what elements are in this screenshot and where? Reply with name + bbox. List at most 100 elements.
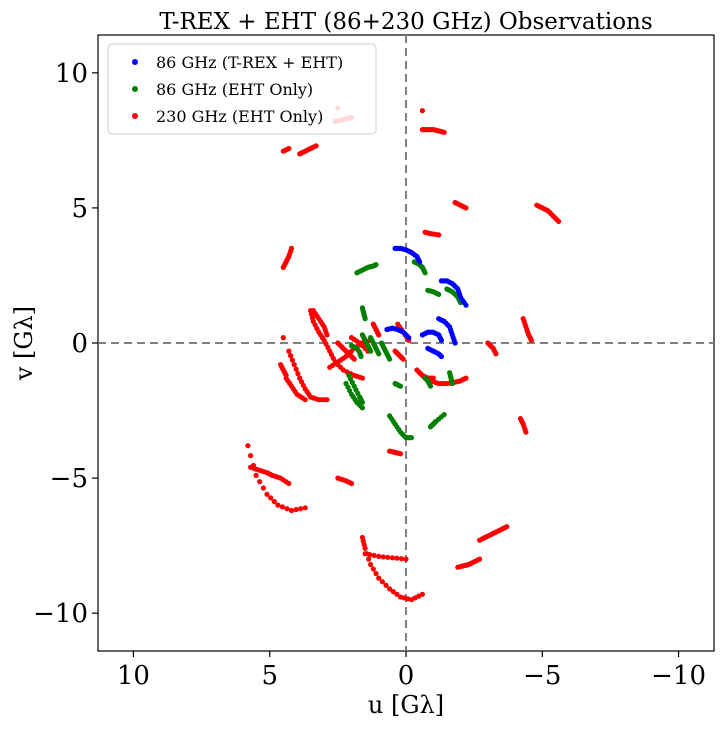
point-230ghz-eht-only: [286, 480, 292, 487]
point-86ghz-eht-only: [436, 291, 442, 297]
point-230ghz-eht-only: [260, 485, 266, 491]
legend-marker-red: [132, 113, 138, 119]
point-86ghz-eht-only: [449, 380, 455, 387]
point-86ghz-trex-eht: [438, 337, 444, 343]
x-tick-label: −10: [651, 661, 706, 691]
point-230ghz-eht-only: [463, 375, 469, 381]
point-230ghz-eht-only: [286, 145, 292, 152]
point-230ghz-eht-only: [368, 561, 374, 568]
point-230ghz-eht-only: [390, 589, 396, 595]
point-230ghz-eht-only: [463, 205, 469, 211]
point-230ghz-eht-only: [284, 506, 290, 512]
point-230ghz-eht-only: [348, 480, 355, 487]
point-230ghz-eht-only: [441, 129, 447, 135]
y-axis-label: v [Gλ]: [10, 306, 38, 381]
point-230ghz-eht-only: [556, 218, 562, 224]
point-230ghz-eht-only: [275, 502, 281, 508]
point-230ghz-eht-only: [398, 556, 405, 562]
point-230ghz-eht-only: [289, 357, 295, 363]
legend: 86 GHz (T-REX + EHT) 86 GHz (EHT Only) 2…: [107, 43, 377, 135]
chart-title: T-REX + EHT (86+230 GHz) Observations: [159, 9, 652, 35]
point-230ghz-eht-only: [293, 507, 299, 513]
point-86ghz-eht-only: [397, 383, 404, 389]
point-230ghz-eht-only: [504, 524, 510, 530]
point-230ghz-eht-only: [394, 591, 400, 597]
point-230ghz-eht-only: [291, 362, 297, 368]
y-tick-label: 5: [71, 194, 88, 224]
point-86ghz-eht-only: [362, 316, 368, 322]
x-tick-label: −5: [523, 661, 561, 691]
point-86ghz-trex-eht: [452, 340, 458, 346]
point-230ghz-eht-only: [302, 505, 308, 511]
point-230ghz-eht-only: [248, 453, 254, 459]
point-86ghz-eht-only: [387, 356, 393, 362]
point-230ghz-eht-only: [389, 555, 395, 561]
x-tick-label: 0: [398, 661, 415, 691]
point-230ghz-eht-only: [376, 553, 382, 560]
point-86ghz-trex-eht: [417, 259, 423, 265]
y-tick-label: −10: [33, 599, 88, 629]
x-axis-ticks: 10 5 0 −5 −10: [117, 651, 706, 691]
point-230ghz-eht-only: [419, 108, 425, 114]
point-86ghz-eht-only: [422, 270, 428, 276]
y-tick-label: 0: [71, 329, 88, 359]
plot-area: [97, 34, 715, 652]
point-230ghz-eht-only: [313, 143, 319, 149]
point-230ghz-eht-only: [324, 332, 330, 338]
legend-entry-230ghz-eht-only: 230 GHz (EHT Only): [156, 107, 323, 126]
point-230ghz-eht-only: [403, 556, 409, 562]
point-230ghz-eht-only: [245, 443, 251, 449]
legend-marker-green: [132, 86, 138, 92]
y-tick-label: 10: [55, 59, 88, 89]
data-points: [245, 105, 562, 603]
point-230ghz-eht-only: [397, 451, 404, 457]
point-230ghz-eht-only: [379, 579, 385, 585]
point-230ghz-eht-only: [366, 556, 372, 562]
point-86ghz-eht-only: [368, 348, 374, 354]
point-230ghz-eht-only: [523, 429, 529, 435]
point-230ghz-eht-only: [250, 462, 256, 469]
point-230ghz-eht-only: [268, 495, 274, 501]
point-230ghz-eht-only: [493, 351, 499, 357]
point-86ghz-trex-eht: [438, 353, 444, 360]
x-tick-label: 10: [117, 661, 150, 691]
y-tick-label: −5: [50, 464, 88, 494]
point-86ghz-trex-eht: [406, 335, 412, 341]
point-230ghz-eht-only: [257, 479, 263, 485]
point-86ghz-eht-only: [408, 435, 415, 441]
legend-entry-86ghz-trex-eht: 86 GHz (T-REX + EHT): [156, 53, 343, 72]
point-230ghz-eht-only: [264, 491, 270, 497]
x-tick-label: 5: [261, 661, 278, 691]
legend-entry-86ghz-eht-only: 86 GHz (EHT Only): [156, 80, 313, 99]
point-230ghz-eht-only: [370, 566, 376, 572]
point-230ghz-eht-only: [298, 506, 304, 512]
x-axis-label: u [Gλ]: [368, 691, 444, 719]
point-230ghz-eht-only: [288, 245, 295, 251]
point-230ghz-eht-only: [477, 556, 483, 562]
point-230ghz-eht-only: [419, 591, 425, 597]
point-86ghz-eht-only: [373, 262, 379, 268]
point-230ghz-eht-only: [324, 397, 330, 403]
point-230ghz-eht-only: [373, 570, 379, 577]
point-230ghz-eht-only: [436, 232, 442, 238]
point-86ghz-eht-only: [358, 353, 364, 360]
point-230ghz-eht-only: [400, 356, 406, 362]
point-86ghz-eht-only: [427, 383, 434, 389]
point-230ghz-eht-only: [376, 575, 382, 581]
point-230ghz-eht-only: [288, 353, 294, 359]
point-230ghz-eht-only: [371, 552, 377, 559]
point-230ghz-eht-only: [302, 397, 308, 403]
point-230ghz-eht-only: [271, 498, 277, 505]
point-86ghz-trex-eht: [463, 302, 469, 308]
point-230ghz-eht-only: [362, 545, 368, 551]
point-230ghz-eht-only: [387, 586, 393, 592]
point-230ghz-eht-only: [279, 504, 285, 510]
point-230ghz-eht-only: [280, 335, 286, 341]
legend-marker-blue: [132, 59, 138, 65]
point-230ghz-eht-only: [286, 348, 292, 354]
point-230ghz-eht-only: [288, 507, 295, 514]
point-230ghz-eht-only: [376, 332, 382, 338]
point-230ghz-eht-only: [394, 555, 400, 561]
point-230ghz-eht-only: [293, 366, 299, 372]
